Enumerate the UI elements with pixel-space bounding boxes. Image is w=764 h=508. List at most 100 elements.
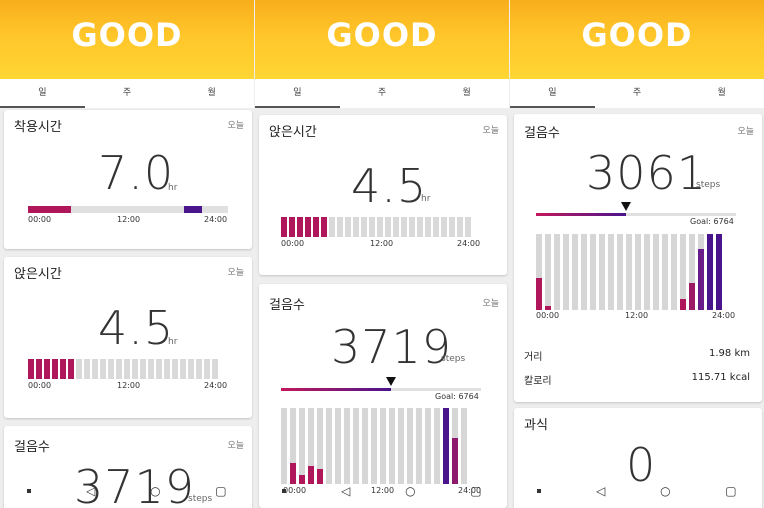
steps-unit: steps [188,494,213,504]
tab-day[interactable]: 일 [510,79,595,108]
hour-block [433,217,439,237]
tab-day[interactable]: 일 [255,79,340,108]
card-date: 오늘 [737,127,754,137]
nav-menu-icon[interactable] [282,489,287,493]
hour-steps-fill [545,306,551,310]
card-title: 과식 [524,418,548,433]
hour-block [196,359,202,379]
hour-block [60,359,66,379]
hour-steps-fill [689,283,695,310]
wear-segment [28,206,71,213]
recent-apps-icon[interactable]: ▢ [470,484,482,498]
sitting-time-value: 4.5 [351,159,428,213]
card-title: 앉은시간 [14,267,62,282]
nav-menu-icon[interactable] [537,489,542,493]
steps-card[interactable]: 걸음수 오늘 3719 steps [4,426,252,508]
goal-label: Goal: 6764 [690,217,734,226]
hour-column [407,408,413,484]
hour-column [644,234,650,310]
home-icon[interactable]: ○ [150,484,161,498]
hour-block [321,217,327,237]
hour-block [337,217,343,237]
hour-block [132,359,138,379]
tab-month[interactable]: 월 [717,88,726,98]
hour-block [329,217,335,237]
tick-start: 00:00 [281,239,305,248]
tab-month[interactable]: 월 [462,88,471,98]
hour-column [545,234,551,310]
distance-row: 거리 1.98 km [524,348,750,363]
recent-apps-icon[interactable]: ▢ [215,484,227,498]
hour-column [308,408,314,484]
steps-value: 3719 [74,460,196,508]
back-icon[interactable]: ◁ [596,484,606,498]
card-title: 앉은시간 [269,125,317,140]
wear-timeline [28,206,228,213]
nav-menu-icon[interactable] [27,489,32,493]
hour-block [92,359,98,379]
tab-week[interactable]: 주 [632,88,642,98]
hour-block [377,217,383,237]
hour-block [353,217,359,237]
hour-column [599,234,605,310]
hour-column [353,408,359,484]
tick-mid: 12:00 [370,239,394,248]
tab-month[interactable]: 월 [207,88,216,98]
hour-block [313,217,319,237]
tab-week[interactable]: 주 [122,88,132,98]
sitting-time-card[interactable]: 앉은시간 오늘 4.5 hr 00:00 12:00 24:00 [259,115,507,275]
card-date: 오늘 [482,299,499,309]
hour-column [608,234,614,310]
hour-column [662,234,668,310]
steps-card[interactable]: 걸음수 오늘 3719 steps Goal: 6764 [259,284,507,508]
screen-2: GOOD 일 주 월 앉은시간 오늘 4.5 hr 00:00 12:00 24… [255,0,509,508]
back-icon[interactable]: ◁ [86,484,96,498]
hour-block [36,359,42,379]
hour-block [172,359,178,379]
sitting-time-value: 4.5 [98,301,175,355]
sitting-blocks [28,359,218,379]
status-banner: GOOD [255,0,509,79]
recent-apps-icon[interactable]: ▢ [725,484,737,498]
steps-value: 3061 [586,146,708,200]
tick-start: 00:00 [283,486,307,495]
home-icon[interactable]: ○ [660,484,671,498]
hour-column [434,408,440,484]
hour-block [164,359,170,379]
hour-steps-fill [299,474,305,484]
period-tabs: 일 주 월 [0,79,254,108]
hour-column [344,408,350,484]
wear-segment [184,206,202,213]
status-label: GOOD [326,15,438,54]
tab-day[interactable]: 일 [0,79,85,108]
wear-time-card[interactable]: 착용시간 오늘 7.0 hr 00:00 12:00 24:00 [4,110,252,249]
home-icon[interactable]: ○ [405,484,416,498]
calorie-row: 칼로리 115.71 kcal [524,372,750,387]
hour-block [100,359,106,379]
hour-column [635,234,641,310]
tick-mid: 12:00 [625,311,649,320]
hour-block [108,359,114,379]
goal-marker [621,202,631,211]
distance-label: 거리 [524,352,543,363]
hour-steps-fill [698,249,704,310]
sitting-time-card[interactable]: 앉은시간 오늘 4.5 hr 00:00 12:00 24:00 [4,257,252,418]
overeat-card[interactable]: 과식 0 [514,408,762,508]
sitting-blocks [281,217,471,237]
hour-column [572,234,578,310]
hour-steps-fill [680,298,686,310]
tick-end: 24:00 [204,215,228,224]
card-date: 오늘 [482,126,499,136]
system-nav-bar: ◁ ○ ▢ [255,481,509,501]
card-date: 오늘 [227,121,244,131]
back-icon[interactable]: ◁ [341,484,351,498]
hour-steps-fill [317,468,323,484]
steps-card[interactable]: 걸음수 오늘 3061 steps Goal: 6764 00:00 12:00… [514,114,762,402]
hour-column [398,408,404,484]
hourly-steps-histogram [536,234,722,310]
goal-progress-fill [281,388,391,391]
hour-column [281,408,287,484]
tab-week[interactable]: 주 [377,88,387,98]
screen-1: GOOD 일 주 월 착용시간 오늘 7.0 hr 00:00 12:00 24… [0,0,254,508]
hour-block [180,359,186,379]
